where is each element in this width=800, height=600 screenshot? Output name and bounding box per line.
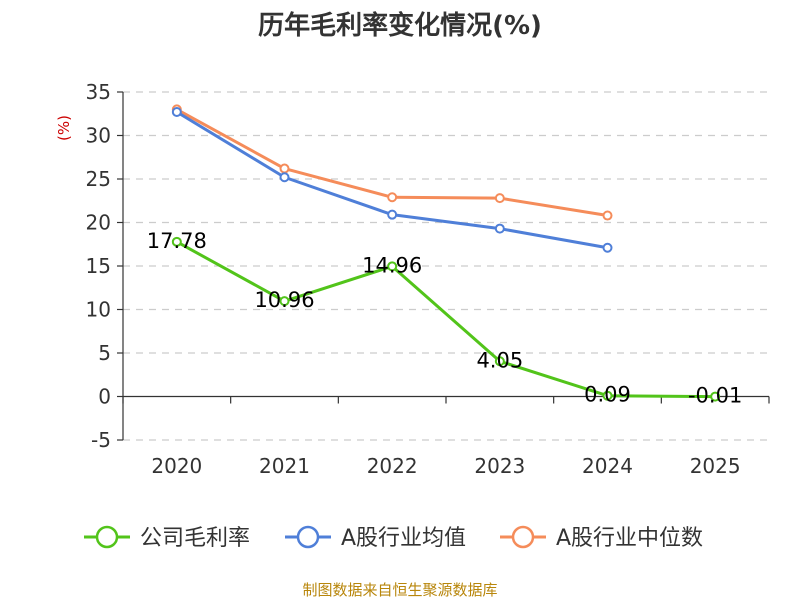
gridlines (123, 91, 769, 441)
legend-item[interactable]: A股行业中位数 (500, 525, 703, 551)
legend-item[interactable]: A股行业均值 (285, 525, 466, 551)
data-point[interactable] (602, 390, 613, 401)
data-point[interactable] (602, 210, 613, 221)
y-tick-label: 30 (86, 124, 111, 148)
data-label: 4.05 (476, 348, 523, 372)
data-point[interactable] (710, 391, 721, 402)
series-group (171, 104, 721, 402)
x-tick-label: 2025 (690, 454, 741, 478)
y-tick-label: 25 (86, 167, 111, 191)
legend-label: 公司毛利率 (140, 526, 250, 551)
data-point[interactable] (279, 172, 290, 183)
y-tick-label: 35 (86, 80, 111, 104)
data-point[interactable] (494, 193, 505, 204)
data-label: 17.78 (147, 229, 207, 253)
data-point[interactable] (171, 236, 182, 247)
data-point[interactable] (279, 163, 290, 174)
x-tick-label: 2024 (582, 454, 633, 478)
series-line (176, 240, 716, 399)
data-point[interactable] (387, 261, 398, 272)
y-tick-label: 15 (86, 254, 111, 278)
series-line (176, 110, 608, 250)
data-labels: 17.78 10.96 14.96 4.05 0.09 -0.01 (147, 229, 743, 408)
y-axis-unit: (%) (55, 115, 73, 141)
data-point[interactable] (387, 192, 398, 203)
data-point[interactable] (171, 107, 182, 118)
x-tick-label: 2020 (151, 454, 202, 478)
legend[interactable]: 公司毛利率 A股行业均值 A股行业中位数 (84, 525, 703, 551)
data-point[interactable] (494, 356, 505, 367)
data-point[interactable] (602, 242, 613, 253)
y-tick-label: -5 (91, 428, 111, 452)
data-point[interactable] (494, 223, 505, 234)
x-tick-label: 2023 (474, 454, 525, 478)
y-tick-label: 20 (86, 211, 111, 235)
legend-label: A股行业均值 (341, 526, 466, 551)
data-label: 0.09 (584, 383, 631, 407)
y-tick-label: 0 (98, 385, 111, 409)
legend-item[interactable]: 公司毛利率 (84, 525, 250, 551)
legend-label: A股行业中位数 (556, 526, 703, 551)
x-tick-label: 2021 (259, 454, 310, 478)
axes: 35 30 25 20 15 10 5 0 -5 2020 2021 2022 2023 2024 2025 (86, 80, 770, 478)
data-label: 10.96 (254, 288, 314, 312)
source-note: 制图数据来自恒生聚源数据库 (302, 581, 497, 599)
chart-title: 历年毛利率变化情况(%) (258, 10, 542, 41)
data-label: 14.96 (362, 253, 422, 277)
y-tick-label: 5 (98, 341, 111, 365)
data-label: -0.01 (688, 384, 742, 408)
data-point[interactable] (279, 296, 290, 307)
legend-marker-icon (296, 525, 320, 549)
x-tick-label: 2022 (367, 454, 418, 478)
legend-marker-icon (511, 525, 535, 549)
legend-marker-icon (95, 525, 119, 549)
y-tick-label: 10 (86, 298, 111, 322)
data-point[interactable] (387, 209, 398, 220)
